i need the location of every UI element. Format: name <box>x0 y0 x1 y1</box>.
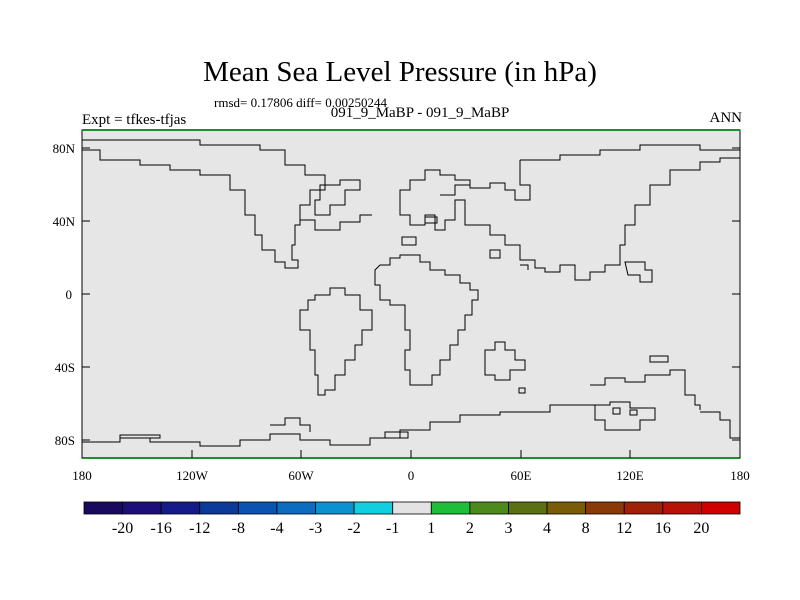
x-tick-label: 180 <box>730 468 750 483</box>
stats-label: rmsd= 0.17806 diff= 0.00250244 <box>214 95 387 110</box>
colorbar-swatch <box>199 501 239 515</box>
colorbar-label: 12 <box>616 520 632 537</box>
x-tick-label: 120W <box>176 468 209 483</box>
coastlines <box>82 139 740 447</box>
y-tick-label: 40N <box>53 214 76 229</box>
x-tick-label: 60W <box>288 468 314 483</box>
colorbar-label: 16 <box>655 520 671 537</box>
colorbar-swatch <box>276 501 316 515</box>
colorbar-label: -20 <box>112 520 133 537</box>
season-label: ANN <box>709 110 743 126</box>
colorbar-swatch <box>585 501 625 515</box>
experiment-label: Expt = tfkes-tfjas <box>82 112 187 128</box>
colorbar-swatch <box>122 501 162 515</box>
colorbar-swatch <box>701 501 741 515</box>
map-background <box>81 129 741 459</box>
colorbar <box>83 501 741 515</box>
colorbar-label: -12 <box>189 520 210 537</box>
colorbar-swatch <box>392 501 432 515</box>
x-tick-label: 120E <box>616 468 644 483</box>
y-tick-label: 80N <box>53 141 76 156</box>
y-tick-label: 40S <box>55 360 75 375</box>
x-tick-label: 60E <box>511 468 532 483</box>
colorbar-swatch <box>662 501 702 515</box>
colorbar-swatch <box>430 501 471 515</box>
colorbar-swatch <box>237 501 278 515</box>
y-axis-ticks <box>82 147 740 441</box>
subtitle-label: 091_9_MaBP - 091_9_MaBP <box>330 105 510 121</box>
colorbar-label: -8 <box>232 520 245 537</box>
colorbar-label: 8 <box>582 520 590 537</box>
y-tick-label: 0 <box>66 287 73 302</box>
colorbar-swatch <box>160 501 201 515</box>
colorbar-label: 20 <box>693 520 709 537</box>
colorbar-label: 3 <box>504 520 512 537</box>
colorbar-label: -16 <box>151 520 172 537</box>
colorbar-swatch <box>546 501 587 515</box>
x-tick-label: 180 <box>72 468 92 483</box>
x-axis-ticks <box>81 450 741 458</box>
colorbar-swatch <box>623 501 664 515</box>
colorbar-swatch <box>469 501 509 515</box>
colorbar-swatch <box>83 501 123 515</box>
colorbar-label: 1 <box>427 520 435 537</box>
colorbar-label: -1 <box>386 520 399 537</box>
colorbar-swatch <box>508 501 548 515</box>
colorbar-label: 4 <box>543 520 551 537</box>
colorbar-swatch <box>353 501 394 515</box>
x-tick-label: 0 <box>408 468 415 483</box>
colorbar-swatch <box>315 501 355 515</box>
map-title: Mean Sea Level Pressure (in hPa) <box>203 56 597 88</box>
colorbar-label: -4 <box>270 520 283 537</box>
colorbar-label: -2 <box>347 520 360 537</box>
y-tick-label: 80S <box>55 433 75 448</box>
colorbar-label: -3 <box>309 520 322 537</box>
colorbar-labels: -20 -16 -12 -8 -4 -3 -2 -1 1 2 3 4 8 12 16 20 <box>112 520 709 537</box>
colorbar-label: 2 <box>466 520 474 537</box>
